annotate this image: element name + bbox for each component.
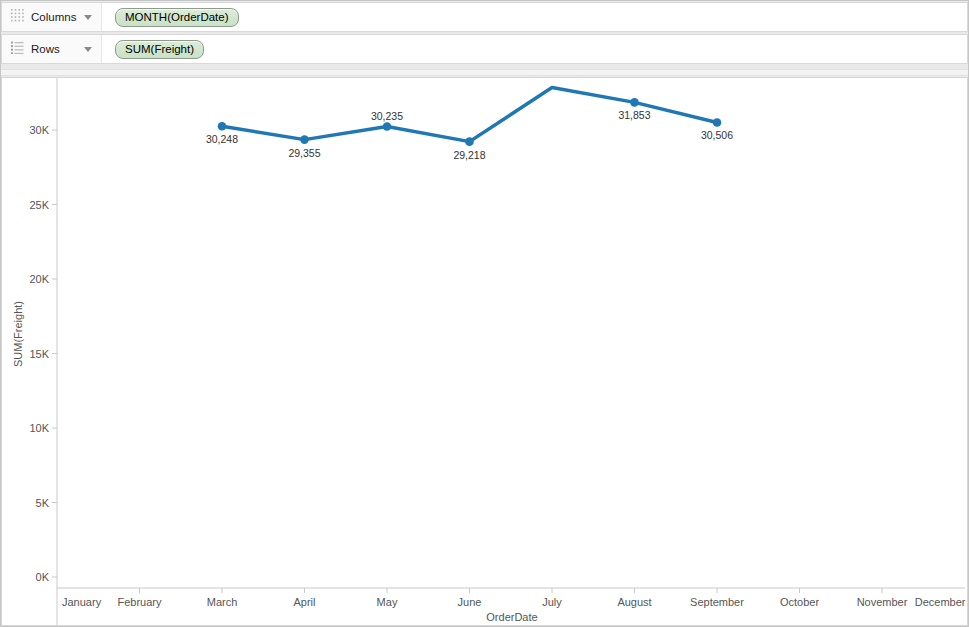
y-tick-label: 0K xyxy=(36,571,50,583)
rows-shelf-header[interactable]: Rows xyxy=(2,35,102,63)
x-tick-label: October xyxy=(780,596,819,608)
y-tick-label: 25K xyxy=(29,199,49,211)
data-point-label: 31,853 xyxy=(618,109,650,121)
chart-panel: 0K 5K 10K 15K 20K 25K 30K January February March A… xyxy=(1,77,968,626)
x-tick-label: July xyxy=(542,596,562,608)
data-point-marker[interactable] xyxy=(383,122,392,131)
line-chart: 0K 5K 10K 15K 20K 25K 30K January February March A… xyxy=(2,78,967,625)
data-point-label: 30,248 xyxy=(206,133,238,145)
x-tick-label: March xyxy=(207,596,238,608)
data-point-label: 30,506 xyxy=(701,129,733,141)
x-tick-label: September xyxy=(690,596,744,608)
x-tick-label: April xyxy=(293,596,315,608)
data-point-marker[interactable] xyxy=(300,135,309,144)
data-point-label: 29,218 xyxy=(453,149,485,161)
x-tick-label: June xyxy=(458,596,482,608)
x-tick-label: November xyxy=(857,596,908,608)
data-point-label: 30,235 xyxy=(371,110,403,122)
rows-shelf: Rows SUM(Freight) xyxy=(1,34,968,64)
columns-dropdown-caret-icon[interactable] xyxy=(84,15,92,20)
data-point-label: 29,355 xyxy=(288,147,320,159)
data-point-marker[interactable] xyxy=(465,137,474,146)
rows-shelf-tray[interactable]: SUM(Freight) xyxy=(102,35,967,63)
y-tick-label: 30K xyxy=(29,124,49,136)
y-axis-title: SUM(Freight) xyxy=(12,301,24,367)
pill-sum-freight[interactable]: SUM(Freight) xyxy=(115,40,204,59)
columns-grid-icon xyxy=(11,8,24,26)
rows-list-icon xyxy=(11,40,24,58)
columns-shelf-label: Columns xyxy=(31,11,76,23)
x-tick-label: December xyxy=(915,596,966,608)
columns-shelf: Columns MONTH(OrderDate) xyxy=(1,2,968,32)
x-tick-label: January xyxy=(62,596,102,608)
rows-dropdown-caret-icon[interactable] xyxy=(84,47,92,52)
x-tick-label: May xyxy=(377,596,398,608)
y-tick-label: 5K xyxy=(36,497,50,509)
y-tick-label: 15K xyxy=(29,348,49,360)
x-axis-title: OrderDate xyxy=(486,611,537,623)
data-point-marker[interactable] xyxy=(218,122,227,131)
y-tick-label: 20K xyxy=(29,273,49,285)
data-point-marker[interactable] xyxy=(630,98,639,107)
columns-shelf-tray[interactable]: MONTH(OrderDate) xyxy=(102,3,967,31)
shelf-chart-divider xyxy=(1,69,968,76)
y-tick-label: 10K xyxy=(29,422,49,434)
pill-month-orderdate[interactable]: MONTH(OrderDate) xyxy=(115,8,239,27)
x-tick-label: August xyxy=(617,596,651,608)
data-point-marker[interactable] xyxy=(713,118,722,127)
x-tick-label: February xyxy=(117,596,162,608)
columns-shelf-header[interactable]: Columns xyxy=(2,3,102,31)
rows-shelf-label: Rows xyxy=(31,43,60,55)
